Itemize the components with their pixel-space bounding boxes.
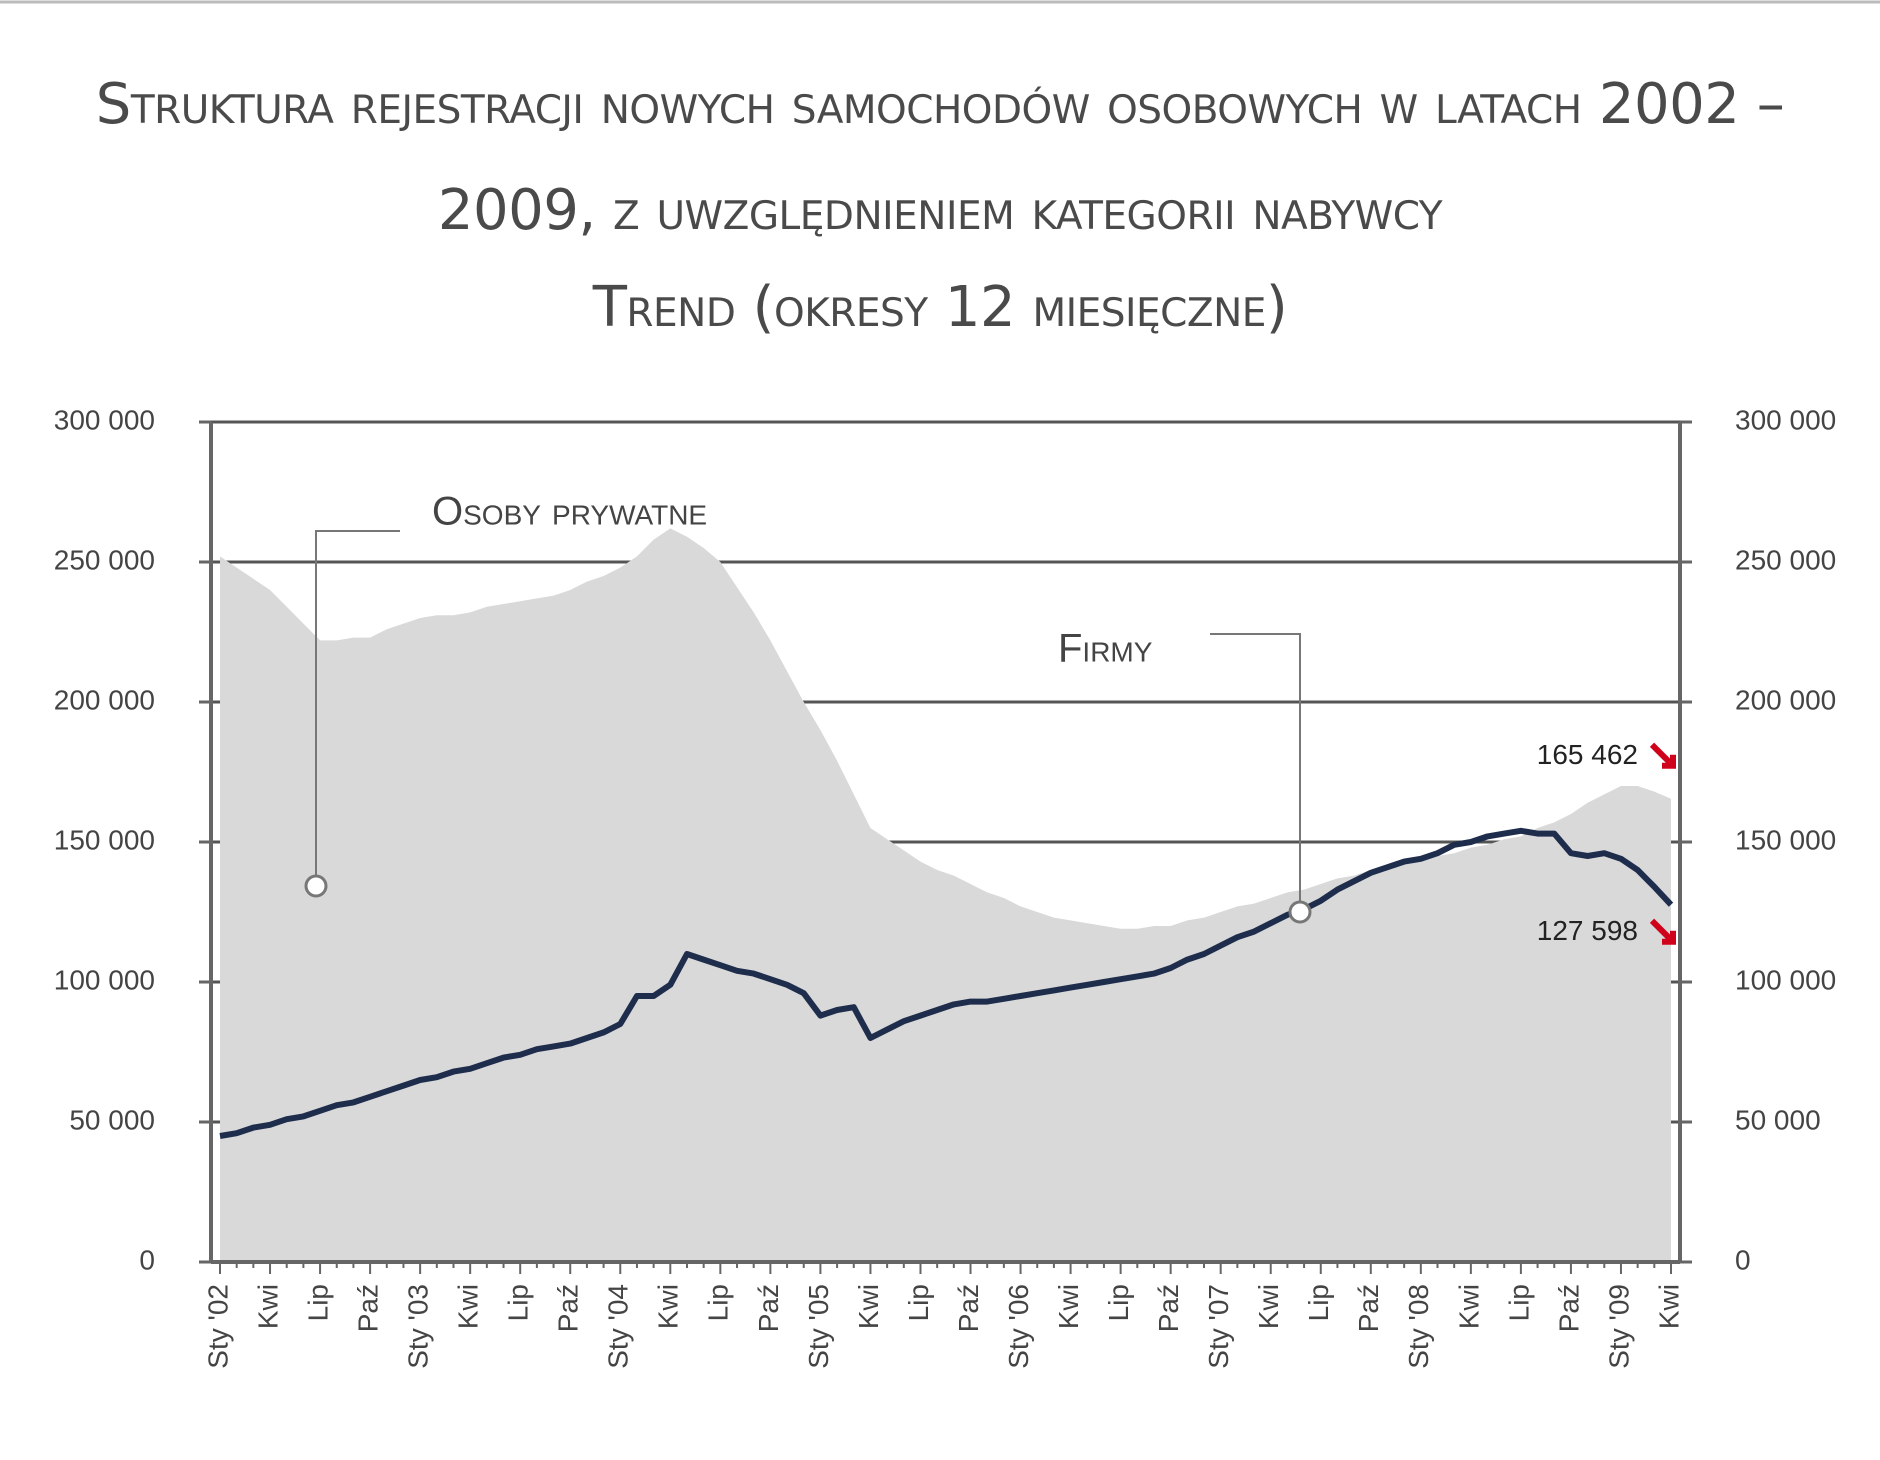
y-tick-label: 100 000 — [54, 964, 155, 995]
x-tick-label: Paź — [1353, 1284, 1384, 1332]
x-tick-label: Sty '09 — [1603, 1284, 1634, 1369]
x-tick-label: Lip — [903, 1284, 934, 1321]
x-tick-label: Kwi — [1253, 1284, 1284, 1329]
value-label: 127 598 — [1537, 915, 1638, 946]
x-tick-label: Lip — [1503, 1284, 1534, 1321]
x-tick-label: Sty '04 — [603, 1284, 634, 1369]
y2-tick-label: 200 000 — [1735, 684, 1836, 715]
x-tick-label: Kwi — [453, 1284, 484, 1329]
x-tick-label: Lip — [503, 1284, 534, 1321]
x-tick-label: Paź — [1153, 1284, 1184, 1332]
x-tick-label: Paź — [953, 1284, 984, 1332]
x-tick-label: Kwi — [1053, 1284, 1084, 1329]
annotation: Firmy — [1058, 627, 1153, 671]
y2-tick-label: 150 000 — [1735, 824, 1836, 855]
x-tick-label: Kwi — [853, 1284, 884, 1329]
y-tick-label: 0 — [139, 1244, 155, 1275]
x-tick-label: Lip — [302, 1284, 333, 1321]
callout-line — [315, 530, 400, 880]
area — [220, 528, 1671, 1262]
y-tick-label: 150 000 — [54, 824, 155, 855]
chart-subtitle: Trend (okresy 12 miesięczne) — [592, 275, 1288, 340]
y-tick-label: 250 000 — [54, 544, 155, 575]
x-tick-label: Kwi — [1653, 1284, 1684, 1329]
callout-line — [1210, 633, 1301, 908]
x-tick-label: Kwi — [252, 1284, 283, 1329]
x-tick-label: Paź — [1553, 1284, 1584, 1332]
x-tick-label: Lip — [1303, 1284, 1334, 1321]
chart-title: Struktura rejestracji nowych samochodów … — [95, 72, 1785, 243]
x-tick-label: Lip — [703, 1284, 734, 1321]
x-tick-label: Paź — [553, 1284, 584, 1332]
value-arrow — [1649, 918, 1676, 945]
callout-dot — [304, 874, 328, 898]
x-tick-label: Sty '07 — [1203, 1284, 1234, 1369]
y2-tick-label: 300 000 — [1735, 404, 1836, 435]
callout-dot — [1288, 900, 1312, 924]
value-label: 165 462 — [1537, 739, 1638, 770]
x-tick-label: Kwi — [653, 1284, 684, 1329]
x-tick-label: Sty '02 — [202, 1284, 233, 1369]
x-tick-label: Paź — [352, 1284, 383, 1332]
y2-tick-label: 250 000 — [1735, 544, 1836, 575]
y2-tick-label: 0 — [1735, 1244, 1751, 1275]
y-tick-label: 50 000 — [69, 1104, 155, 1135]
x-tick-label: Kwi — [1453, 1284, 1484, 1329]
y-tick-label: 300 000 — [54, 404, 155, 435]
annotation: Osoby prywatne — [432, 490, 707, 534]
line — [219, 827, 1674, 1139]
x-tick-label: Sty '03 — [403, 1284, 434, 1369]
x-tick-label: Sty '06 — [1003, 1284, 1034, 1369]
y-tick-label: 200 000 — [54, 684, 155, 715]
x-tick-label: Paź — [753, 1284, 784, 1332]
x-tick-label: Sty '05 — [803, 1284, 834, 1369]
x-tick-label: Lip — [1103, 1284, 1134, 1321]
x-tick-label: Sty '08 — [1403, 1284, 1434, 1369]
y2-tick-label: 50 000 — [1735, 1104, 1821, 1135]
y2-tick-label: 100 000 — [1735, 964, 1836, 995]
value-arrow — [1649, 742, 1676, 769]
